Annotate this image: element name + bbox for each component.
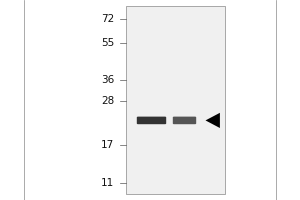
- Text: 72: 72: [101, 14, 114, 24]
- Text: 28: 28: [101, 96, 114, 106]
- Text: 55: 55: [101, 38, 114, 48]
- Polygon shape: [206, 113, 220, 128]
- Bar: [126, 6, 225, 194]
- FancyBboxPatch shape: [137, 117, 166, 124]
- Text: 36: 36: [101, 75, 114, 85]
- Text: 11: 11: [101, 178, 114, 188]
- Text: 17: 17: [101, 140, 114, 150]
- FancyBboxPatch shape: [173, 117, 196, 124]
